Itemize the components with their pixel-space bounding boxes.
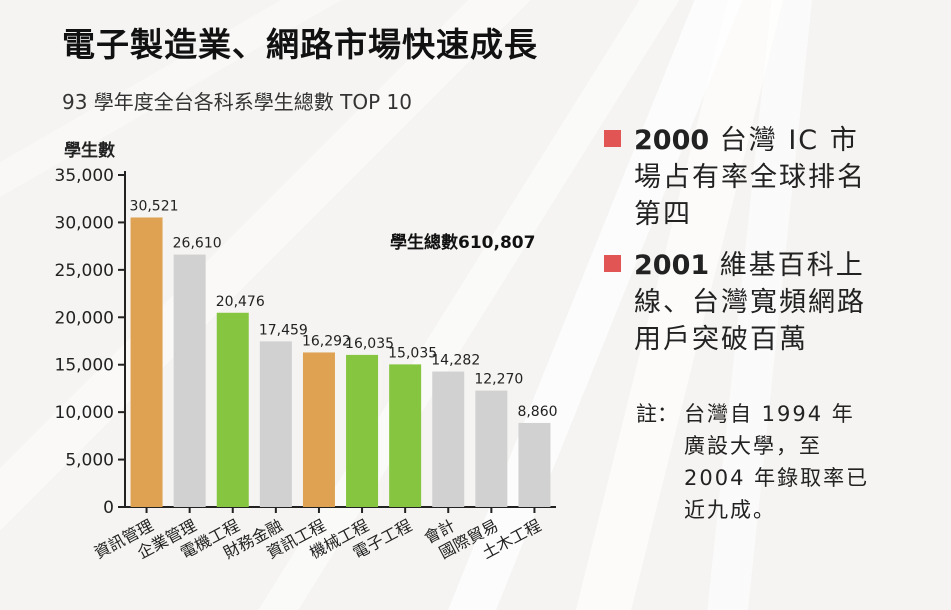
bar-6 bbox=[346, 354, 379, 507]
y-tick-label: 25,000 bbox=[55, 261, 114, 281]
red-square-marker bbox=[604, 255, 621, 272]
bar-2 bbox=[173, 254, 206, 507]
chart-subtitle: 93 學年度全台各科系學生總數 TOP 10 bbox=[62, 90, 412, 114]
fact-item-2000: 2000 台灣 IC 市場占有率全球排名第四 bbox=[604, 122, 874, 233]
page-title: 電子製造業、網路市場快速成長 bbox=[62, 25, 538, 64]
fact-description: 維基百科上線、台灣寬頻網路用戶突破百萬 bbox=[634, 250, 866, 355]
fact-item-2001: 2001 維基百科上線、台灣寬頻網路用戶突破百萬 bbox=[604, 247, 874, 358]
bar-3 bbox=[216, 312, 249, 507]
fact-year: 2000 bbox=[634, 125, 710, 156]
bar-value-label: 17,459 bbox=[259, 322, 308, 338]
fact-text: 2000 台灣 IC 市場占有率全球排名第四 bbox=[634, 122, 874, 233]
bar-8 bbox=[432, 371, 465, 507]
facts-list: 2000 台灣 IC 市場占有率全球排名第四 2001 維基百科上線、台灣寬頻網… bbox=[604, 122, 874, 372]
y-tick-label: 35,000 bbox=[55, 166, 114, 186]
y-tick-label: 15,000 bbox=[55, 356, 114, 376]
y-tick-label: 30,000 bbox=[55, 213, 114, 233]
fact-text: 2001 維基百科上線、台灣寬頻網路用戶突破百萬 bbox=[634, 247, 874, 358]
bar-1 bbox=[130, 217, 163, 507]
footnote-text: 台灣自 1994 年廣設大學，至 2004 年錄取率已近九成。 bbox=[684, 402, 870, 522]
bar-5 bbox=[302, 352, 335, 507]
fact-description: 台灣 IC 市場占有率全球排名第四 bbox=[634, 125, 866, 230]
bar-value-label: 16,035 bbox=[345, 336, 394, 352]
y-tick-label: 20,000 bbox=[55, 308, 114, 328]
total-students-label: 學生總數610,807 bbox=[390, 233, 536, 253]
bar-4 bbox=[259, 341, 292, 507]
bar-value-label: 30,521 bbox=[130, 198, 179, 214]
bar-7 bbox=[389, 364, 422, 507]
bar-value-label: 15,035 bbox=[388, 345, 437, 361]
bar-10 bbox=[518, 422, 551, 507]
bar-9 bbox=[475, 390, 508, 507]
fact-year: 2001 bbox=[634, 250, 710, 281]
bar-value-label: 26,610 bbox=[173, 236, 222, 252]
y-tick-label: 0 bbox=[103, 498, 114, 518]
bar-value-label: 12,270 bbox=[474, 372, 523, 388]
y-axis-label: 學生數 bbox=[64, 141, 115, 161]
y-tick-label: 5,000 bbox=[65, 451, 114, 471]
y-tick-label: 10,000 bbox=[55, 403, 114, 423]
bar-value-label: 16,292 bbox=[302, 333, 351, 349]
red-square-marker bbox=[604, 130, 621, 147]
bar-value-label: 8,860 bbox=[517, 404, 557, 420]
footnote-prefix: 註： bbox=[636, 402, 678, 426]
bar-value-label: 14,282 bbox=[431, 353, 480, 369]
bar-value-label: 20,476 bbox=[216, 294, 265, 310]
